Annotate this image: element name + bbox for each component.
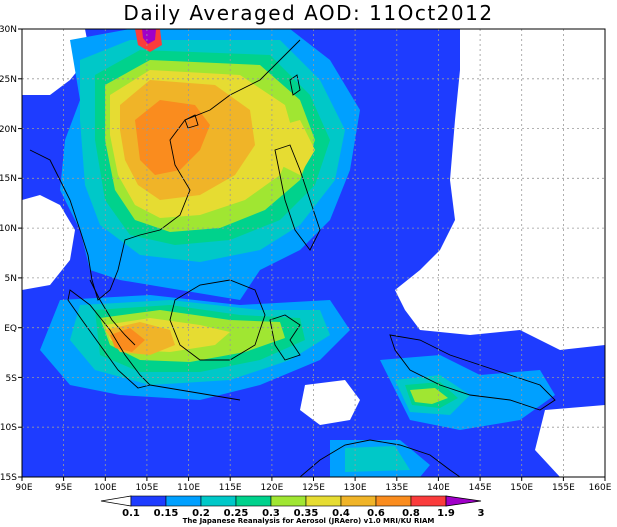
colorbar-swatch-1-9: [445, 495, 482, 507]
coast-philippines: [274, 144, 321, 251]
lat-tick-25n: 25N: [0, 75, 17, 85]
lon-tick-105e: 105E: [135, 483, 158, 493]
lon-tick-95e: 95E: [55, 483, 72, 493]
colorbar-label-0-6: 0.6: [367, 508, 385, 519]
map-title: Daily Averaged AOD: 11Oct2012: [123, 1, 494, 25]
coastlines: [29, 39, 556, 477]
coast-hainan: [184, 114, 199, 129]
colorbar-label-0-2: 0.2: [192, 508, 210, 519]
aod-0-6-zone: [110, 100, 210, 352]
colorbar-swatch-0-1: [130, 495, 167, 507]
colorbar-swatch-0-8: [410, 495, 447, 507]
lat-tick-30n: 30N: [0, 25, 17, 35]
lon-tick-145e: 145E: [469, 483, 492, 493]
colorbar-swatch-0-2: [200, 495, 237, 507]
coast-indochina: [29, 39, 301, 301]
colorbar-swatch-0-3: [270, 495, 307, 507]
colorbar: [100, 495, 482, 507]
coast-new-guinea: [389, 334, 556, 411]
lat-tick-5n: 5N: [5, 274, 17, 284]
coast-sumatra: [67, 289, 151, 389]
coast-taiwan: [289, 74, 301, 96]
lon-tick-110e: 110E: [177, 483, 200, 493]
lon-tick-125e: 125E: [302, 483, 325, 493]
clean-air-region-east: [395, 29, 605, 350]
lon-tick-115e: 115E: [219, 483, 242, 493]
graticule: [22, 29, 605, 477]
colorbar-label-0-8: 0.8: [402, 508, 420, 519]
lat-tick-20n: 20N: [0, 125, 17, 135]
coast-sulawesi: [269, 314, 301, 361]
tick-marks: [18, 28, 606, 481]
lat-tick-eq: EQ: [4, 324, 17, 334]
lon-tick-135e: 135E: [385, 483, 408, 493]
colorbar-swatch-0-25: [235, 495, 272, 507]
lat-tick-15n: 15N: [0, 174, 17, 184]
lon-tick-130e: 130E: [344, 483, 367, 493]
coast-malay-peninsula: [89, 279, 136, 346]
lon-tick-100e: 100E: [94, 483, 117, 493]
colorbar-label-0-1: 0.1: [122, 508, 140, 519]
lon-tick-155e: 155E: [552, 483, 575, 493]
colorbar-swatch-0-15: [165, 495, 202, 507]
lat-tick-15s: 15S: [0, 473, 17, 483]
lat-tick-5s: 5S: [6, 374, 18, 384]
colorbar-label-0-3: 0.3: [262, 508, 280, 519]
colorbar-label-3: 3: [478, 508, 485, 519]
lat-tick-10n: 10N: [0, 224, 17, 234]
colorbar-label-0-4: 0.4: [332, 508, 350, 519]
coast-java: [149, 384, 241, 401]
aod-field: [22, 29, 605, 477]
colorbar-swatch-below-0-1: [100, 495, 132, 507]
lat-tick-labels: 30N 25N 20N 15N 10N 5N EQ 5S 10S 15S: [0, 25, 17, 483]
clean-air-region-west: [22, 195, 75, 290]
colorbar-swatch-0-4: [340, 495, 377, 507]
aod-1-9-spot: [142, 29, 156, 44]
colorbar-swatch-0-35: [305, 495, 342, 507]
clean-air-region-south: [300, 380, 360, 425]
clean-air-region-southeast: [535, 405, 605, 477]
lon-tick-140e: 140E: [427, 483, 450, 493]
coast-borneo: [169, 279, 266, 361]
lon-tick-120e: 120E: [260, 483, 283, 493]
lon-tick-labels: 90E 95E 100E 105E 110E 115E 120E 125E 13…: [15, 483, 611, 493]
lat-tick-10s: 10S: [0, 423, 17, 433]
lon-tick-160e: 160E: [589, 483, 612, 493]
colorbar-swatch-0-6: [375, 495, 412, 507]
colorbar-label-0-15: 0.15: [154, 508, 179, 519]
coast-australia: [299, 439, 461, 477]
colorbar-label-0-35: 0.35: [294, 508, 319, 519]
colorbar-labels: 0.1 0.15 0.2 0.25 0.3 0.35 0.4 0.6 0.8 1…: [122, 508, 484, 519]
colorbar-label-0-25: 0.25: [224, 508, 249, 519]
credit-line: The Japanese Reanalysis for Aerosol (JRA…: [182, 517, 435, 525]
lon-tick-150e: 150E: [510, 483, 533, 493]
colorbar-label-1-9: 1.9: [437, 508, 455, 519]
lon-tick-90e: 90E: [15, 483, 32, 493]
